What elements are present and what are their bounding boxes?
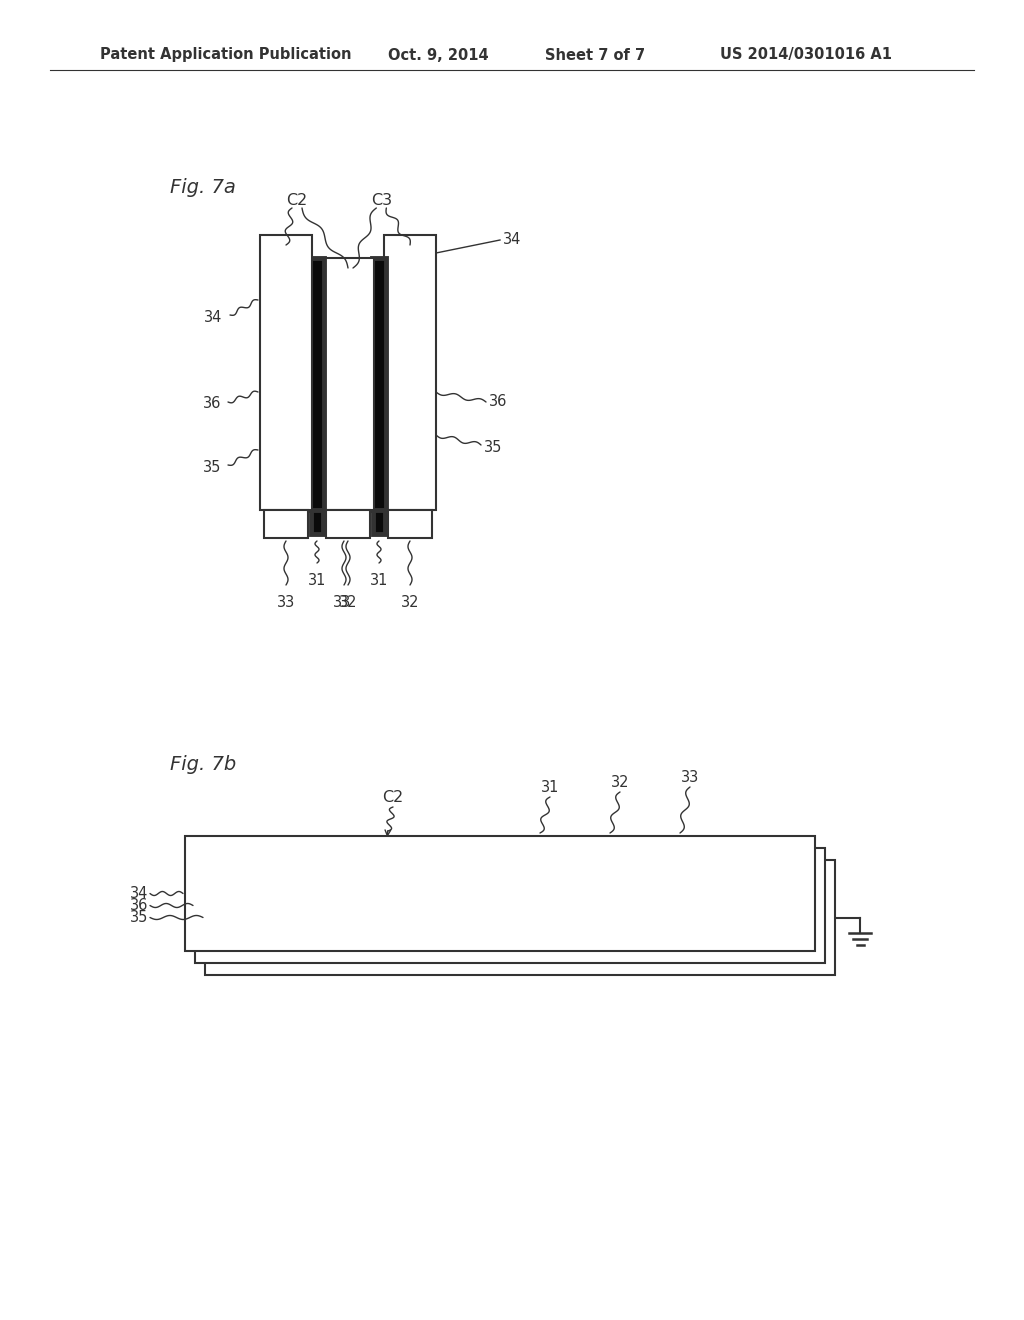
Text: 33: 33	[276, 595, 295, 610]
Text: 35: 35	[484, 440, 503, 454]
Text: 31: 31	[370, 573, 388, 587]
Text: 32: 32	[339, 595, 357, 610]
Text: Fig. 7a: Fig. 7a	[170, 178, 236, 197]
Text: C2: C2	[382, 789, 403, 805]
Text: 34: 34	[503, 232, 521, 248]
Bar	[322, 257, 374, 510]
Text: 34: 34	[204, 310, 222, 326]
Text: 36: 36	[130, 898, 148, 913]
Text: 31: 31	[541, 780, 559, 795]
Bar	[205, 861, 835, 975]
Text: US 2014/0301016 A1: US 2014/0301016 A1	[720, 48, 892, 62]
Text: 36: 36	[203, 396, 221, 412]
Text: 34: 34	[130, 886, 148, 902]
Text: 32: 32	[610, 775, 630, 789]
Text: C2: C2	[287, 193, 307, 209]
Bar	[185, 836, 815, 950]
Text: C3: C3	[371, 193, 392, 209]
Text: 31: 31	[308, 573, 327, 587]
Text: 33: 33	[681, 770, 699, 785]
Text: Sheet 7 of 7: Sheet 7 of 7	[545, 48, 645, 62]
Text: 35: 35	[130, 909, 148, 925]
Text: Oct. 9, 2014: Oct. 9, 2014	[388, 48, 488, 62]
Bar	[310, 257, 324, 510]
Bar	[384, 235, 436, 510]
Bar	[372, 257, 386, 510]
Bar	[326, 510, 370, 539]
Bar	[311, 510, 323, 535]
Text: 35: 35	[203, 461, 221, 475]
Bar	[264, 510, 308, 539]
Bar	[195, 847, 825, 964]
Text: 33: 33	[333, 595, 351, 610]
Bar	[260, 235, 312, 510]
Text: Patent Application Publication: Patent Application Publication	[100, 48, 351, 62]
Text: 36: 36	[489, 395, 507, 409]
Bar	[373, 510, 385, 535]
Text: Fig. 7b: Fig. 7b	[170, 755, 237, 774]
Text: 32: 32	[400, 595, 419, 610]
Bar	[388, 510, 432, 539]
